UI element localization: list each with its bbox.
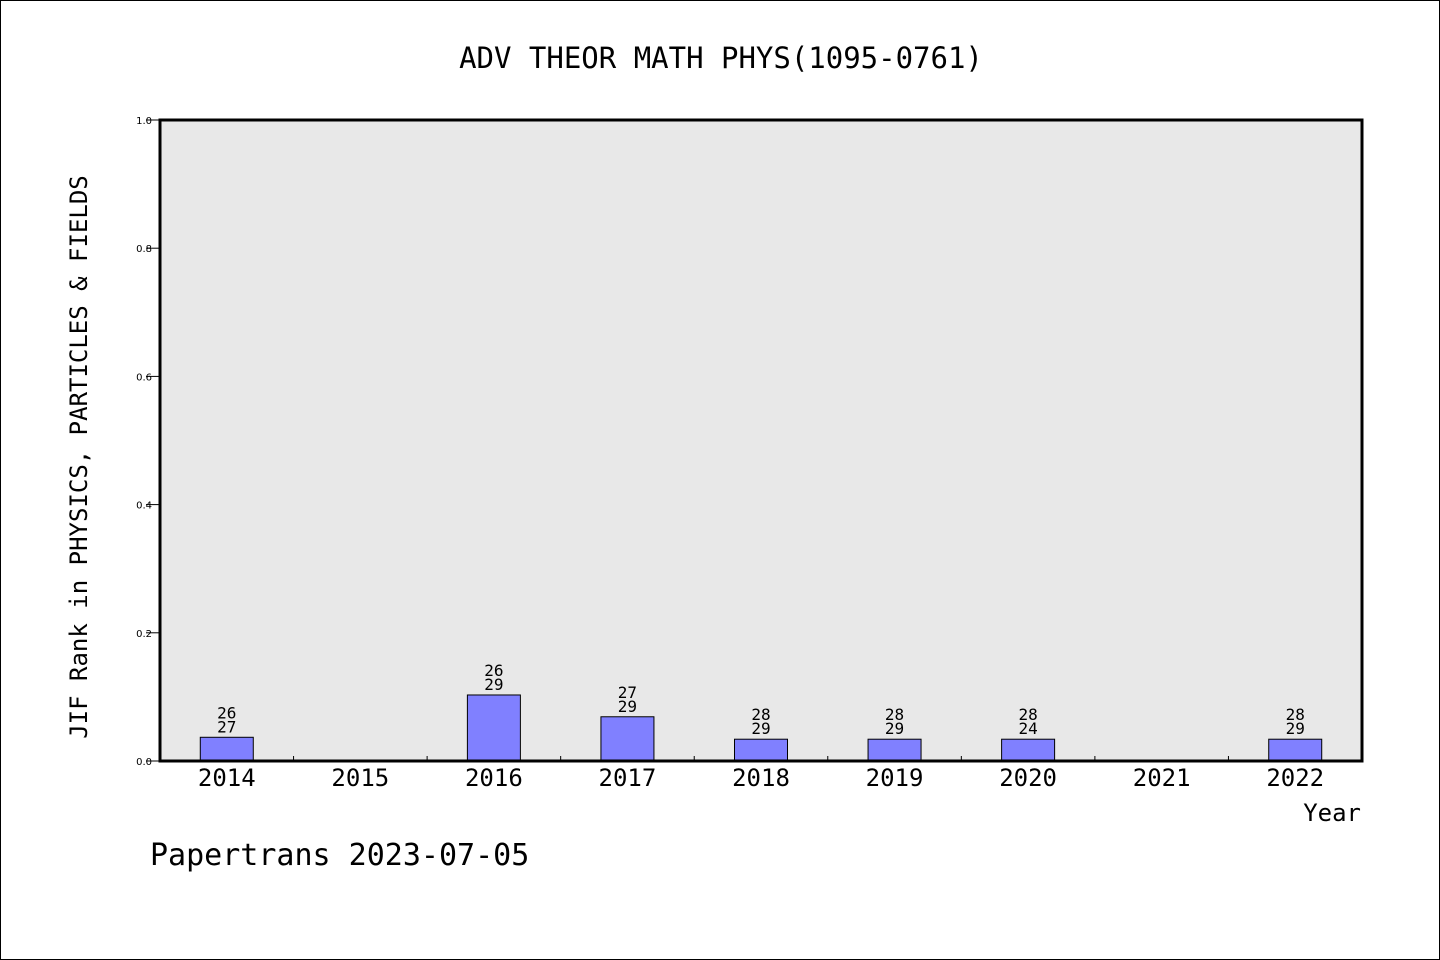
bar-label-total: 24 bbox=[1018, 719, 1037, 738]
bar-label-total: 29 bbox=[1286, 719, 1305, 738]
bar-label-rank: 28 bbox=[751, 705, 770, 724]
x-tick-label: 2016 bbox=[465, 764, 523, 792]
y-tick-label: 0.2 bbox=[136, 629, 152, 640]
y-tick-label: 1.0 bbox=[136, 116, 152, 127]
y-tick-label: 0.4 bbox=[136, 501, 152, 512]
x-tick-label: 2018 bbox=[732, 764, 790, 792]
bar bbox=[1001, 738, 1056, 762]
plot-area bbox=[158, 118, 1364, 763]
bar bbox=[600, 716, 655, 762]
bar bbox=[1268, 738, 1323, 762]
bar bbox=[466, 694, 521, 762]
bar-label-total: 29 bbox=[885, 719, 904, 738]
y-tick-label: 0.8 bbox=[136, 244, 152, 255]
bar-label-total: 27 bbox=[217, 717, 236, 736]
y-axis-ticks: 0.0 0.2 0.4 0.6 0.8 1.0 bbox=[136, 116, 160, 768]
bar-label-rank: 26 bbox=[484, 661, 503, 680]
bar-label-total: 29 bbox=[751, 719, 770, 738]
x-tick-label: 2022 bbox=[1266, 764, 1324, 792]
y-axis-label: JIF Rank in PHYSICS, PARTICLES & FIELDS bbox=[65, 175, 93, 739]
chart-title: ADV THEOR MATH PHYS(1095-0761) bbox=[459, 41, 983, 75]
y-tick-label: 0.6 bbox=[136, 372, 152, 383]
footer-credit: Papertrans 2023-07-05 bbox=[150, 838, 529, 873]
x-tick-label: 2020 bbox=[999, 764, 1057, 792]
x-tick-label: 2019 bbox=[866, 764, 924, 792]
bar-label-rank: 28 bbox=[1018, 705, 1037, 724]
x-tick-label: 2017 bbox=[599, 764, 657, 792]
bar-label-rank: 27 bbox=[618, 683, 637, 702]
x-axis-label: Year bbox=[1303, 799, 1361, 827]
x-tick-label: 2015 bbox=[331, 764, 389, 792]
bar-label-total: 29 bbox=[484, 675, 503, 694]
bar-label-rank: 28 bbox=[1286, 705, 1305, 724]
bar-label-rank: 28 bbox=[885, 705, 904, 724]
plot-border bbox=[158, 118, 1364, 763]
x-axis-ticks: 2014 2015 2016 2017 2018 2019 2020 2021 2022 bbox=[198, 756, 1324, 792]
x-tick-label: 2021 bbox=[1133, 764, 1191, 792]
bar-label-total: 29 bbox=[618, 697, 637, 716]
bar-label-rank: 26 bbox=[217, 703, 236, 722]
bar bbox=[199, 736, 254, 762]
x-tick-label: 2014 bbox=[198, 764, 256, 792]
bar bbox=[734, 738, 788, 762]
y-tick-label: 0.0 bbox=[136, 757, 152, 768]
bar bbox=[867, 738, 922, 762]
